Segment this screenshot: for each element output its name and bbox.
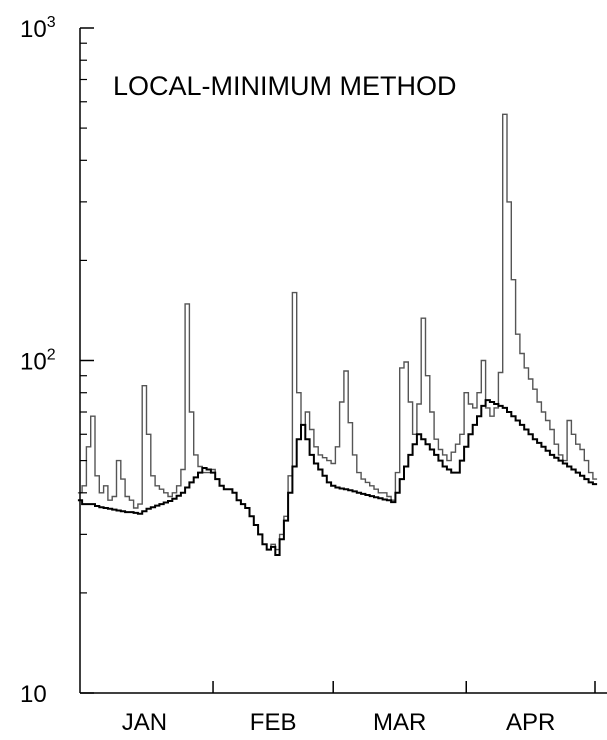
plot-area [77,113,598,556]
x-tick-label: MAR [373,709,426,736]
chart-annotation: LOCAL-MINIMUM METHOD [113,71,457,101]
y-tick-label: 10 [20,681,47,708]
x-tick-label: JAN [122,709,167,736]
x-tick-label: FEB [250,709,297,736]
x-tick-label: APR [506,709,555,736]
axes: 10 102 103 JAN FEB MAR APR [20,14,607,736]
y-tick-label: 102 [20,347,56,376]
streamflow-series-line [77,113,598,551]
baseflow-series-line [77,399,598,556]
y-tick-label: 103 [20,14,56,43]
